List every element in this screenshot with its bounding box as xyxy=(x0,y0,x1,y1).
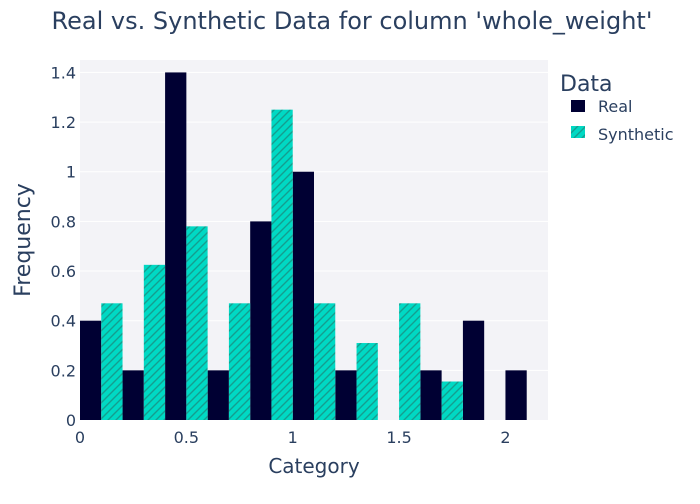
x-axis-ticks: 0 0.5 1 1.5 2 xyxy=(75,428,511,447)
legend-title: Data xyxy=(560,72,613,97)
y-tick-label-7: 1.4 xyxy=(51,63,76,82)
bar-synthetic-3 xyxy=(228,303,251,420)
y-axis-ticks: 0 0.2 0.4 0.6 0.8 1 1.2 1.4 xyxy=(51,63,76,430)
y-axis-label: Frequency xyxy=(11,183,36,297)
bar-synthetic-7 xyxy=(399,303,421,420)
bar-real-0 xyxy=(80,320,102,420)
y-tick-label-5: 1 xyxy=(66,163,76,182)
y-tick-label-6: 1.2 xyxy=(51,113,76,132)
bar-real-3 xyxy=(207,370,229,420)
bar-synthetic-1 xyxy=(143,264,166,420)
y-tick-label-4: 0.8 xyxy=(51,212,76,231)
y-tick-label-2: 0.4 xyxy=(51,312,76,331)
bar-real-9 xyxy=(462,320,485,420)
bar-real-10 xyxy=(505,370,527,420)
bar-real-4 xyxy=(250,221,272,420)
x-tick-label-0: 0 xyxy=(75,428,85,447)
bar-real-8 xyxy=(420,370,442,420)
bar-synthetic-4 xyxy=(271,109,293,420)
x-tick-label-1: 0.5 xyxy=(174,428,199,447)
x-tick-label-4: 2 xyxy=(500,428,510,447)
x-axis-label: Category xyxy=(268,454,360,478)
bar-real-2 xyxy=(165,72,187,420)
legend-swatch-synthetic xyxy=(571,126,585,138)
y-tick-label-1: 0.2 xyxy=(51,361,76,380)
chart-title: Real vs. Synthetic Data for column 'whol… xyxy=(52,7,653,35)
bar-synthetic-2 xyxy=(186,226,208,420)
bars xyxy=(80,72,527,420)
y-tick-label-3: 0.6 xyxy=(51,262,76,281)
bar-real-6 xyxy=(335,370,357,420)
legend-swatch-real xyxy=(571,100,585,112)
bar-synthetic-0 xyxy=(101,303,123,420)
legend: Data Real Synthetic xyxy=(560,72,674,144)
bar-synthetic-5 xyxy=(314,303,336,420)
legend-label-real: Real xyxy=(598,97,633,116)
x-tick-label-2: 1 xyxy=(288,428,298,447)
bar-real-5 xyxy=(292,171,314,420)
x-tick-label-3: 1.5 xyxy=(386,428,411,447)
bar-synthetic-6 xyxy=(356,343,378,420)
legend-label-synthetic: Synthetic xyxy=(598,125,674,144)
bar-real-1 xyxy=(122,370,144,420)
bar-synthetic-8 xyxy=(441,381,463,420)
y-tick-label-0: 0 xyxy=(66,411,76,430)
